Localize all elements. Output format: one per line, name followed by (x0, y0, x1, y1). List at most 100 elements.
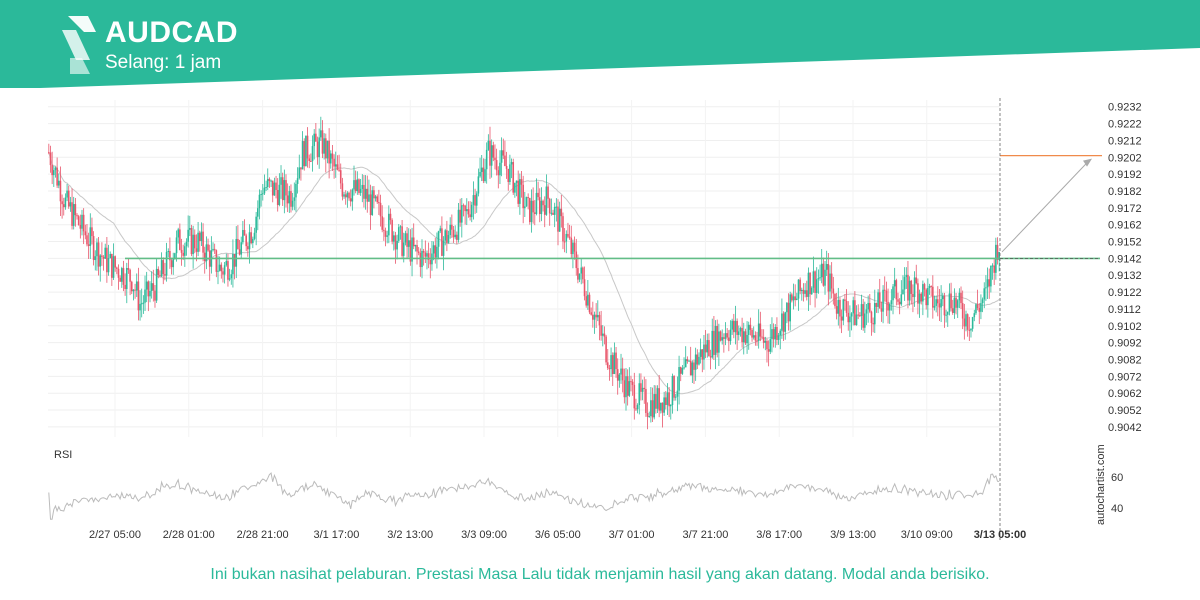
candle-body (807, 272, 810, 297)
candle-body (417, 251, 420, 253)
candle-body (978, 307, 981, 312)
candle-body (422, 250, 425, 253)
candle-body (842, 299, 845, 321)
candle-body (898, 301, 901, 305)
candle-body (139, 303, 141, 311)
candle-body (331, 153, 334, 159)
candle-body (379, 202, 382, 217)
candle-body (77, 216, 80, 225)
candle-body (470, 204, 473, 218)
candle-body (897, 299, 899, 302)
candle-body (903, 277, 906, 290)
candle-body (359, 188, 362, 193)
candle-body (749, 324, 752, 330)
candle-body (280, 177, 282, 185)
candle-body (873, 302, 876, 325)
candle-body (704, 344, 707, 353)
candle-body (938, 303, 941, 308)
candle-body (568, 236, 571, 238)
moving-average-line (48, 152, 1000, 395)
candle-body (187, 229, 189, 242)
candle-body (507, 168, 510, 182)
candle-body (112, 256, 115, 278)
candle-body (71, 202, 73, 226)
symbol-title: AUDCAD (105, 16, 238, 49)
candle-body (182, 252, 184, 256)
candle-body (285, 180, 287, 196)
candle-body (701, 349, 704, 360)
price-tick-label: 0.9052 (1108, 405, 1142, 417)
candle-body (200, 231, 203, 241)
candle-body (193, 234, 196, 249)
candle-body (983, 288, 986, 300)
candle-body (82, 214, 85, 232)
candle-body (339, 170, 342, 184)
candle-body (737, 331, 740, 335)
candle-body (895, 280, 898, 300)
candle-body (557, 206, 559, 232)
candle-body (552, 212, 554, 215)
candle-body (64, 197, 67, 208)
candle-body (212, 248, 214, 251)
candle-body (890, 300, 893, 305)
candle-body (734, 320, 737, 333)
candle-body (550, 212, 553, 214)
price-tick-label: 0.9102 (1108, 321, 1142, 333)
candle-body (621, 368, 624, 381)
candle-body (703, 344, 705, 360)
candle-body (910, 280, 913, 294)
candle-body (545, 186, 548, 215)
candle-body (121, 268, 123, 282)
candle-body (336, 164, 339, 170)
candle-body (688, 360, 690, 362)
candle-body (951, 308, 954, 313)
candle-body (192, 234, 194, 255)
candle-body (709, 356, 712, 358)
candle-body (268, 178, 271, 181)
candle-body (393, 235, 395, 242)
candle-body (316, 141, 319, 158)
candle-body (834, 293, 836, 307)
candle-body (197, 232, 199, 252)
price-tick-label: 0.9132 (1108, 270, 1142, 282)
candle-body (412, 237, 415, 247)
candle-body (553, 206, 556, 215)
candle-body (892, 286, 894, 301)
candle-body (640, 383, 642, 392)
candle-body (650, 400, 652, 417)
candle-body (998, 251, 1000, 260)
candle-body (643, 387, 646, 390)
candle-body (424, 252, 427, 257)
candle-body (383, 229, 385, 231)
candle-body (66, 190, 68, 198)
candle-body (363, 184, 365, 199)
candle-body (809, 272, 811, 295)
candle-body (791, 294, 793, 301)
candle-body (76, 215, 78, 217)
candle-body (658, 388, 660, 411)
candle-body (233, 253, 236, 267)
candle-body (578, 273, 581, 280)
candle-body (933, 305, 936, 308)
candle-body (822, 263, 825, 286)
candle-body (908, 280, 911, 301)
candle-body (729, 329, 732, 342)
candle-body (598, 314, 601, 326)
candle-body (941, 295, 944, 300)
candle-body (981, 299, 984, 304)
candle-body (819, 277, 821, 279)
candle-body (802, 289, 805, 294)
candle-body (348, 192, 350, 199)
candle-body (776, 326, 778, 340)
candle-body (537, 192, 539, 198)
candle-body (769, 339, 772, 352)
candle-body (275, 182, 277, 190)
price-tick-label: 0.9112 (1108, 304, 1141, 316)
candle-body (893, 280, 896, 287)
candle-body (296, 178, 299, 184)
candle-body (525, 197, 528, 207)
candle-body (99, 255, 102, 267)
candle-body (706, 340, 709, 353)
candle-body (79, 224, 82, 229)
candle-body (220, 264, 223, 272)
